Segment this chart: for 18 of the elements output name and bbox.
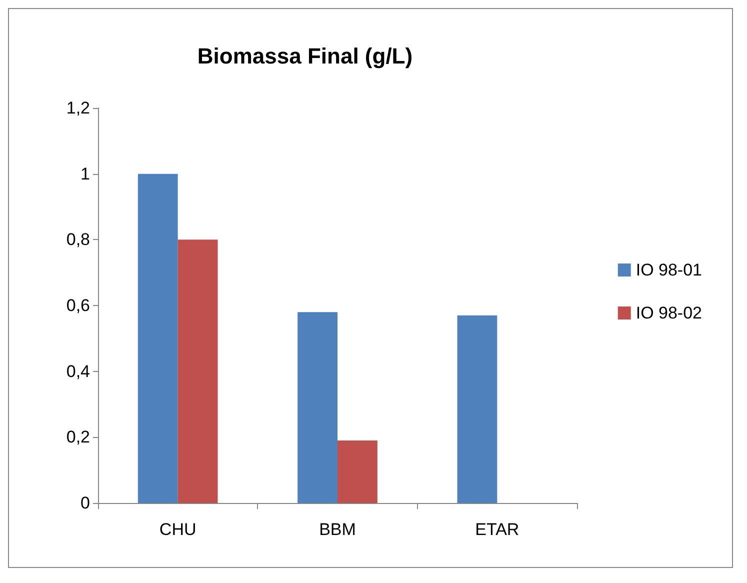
bar <box>457 315 498 503</box>
y-tick-label: 0,6 <box>66 296 90 315</box>
chart-title: Biomassa Final (g/L) <box>197 44 413 68</box>
legend-label: IO 98-01 <box>636 260 702 280</box>
bar <box>178 240 218 503</box>
y-tick-label: 0,8 <box>66 230 90 250</box>
y-tick-label: 1,2 <box>66 98 90 118</box>
y-tick-label: 0 <box>80 494 90 512</box>
y-tick-label: 0,4 <box>66 362 90 381</box>
x-tick-label: CHU <box>159 520 196 539</box>
bar <box>298 312 338 503</box>
y-tick-label: 0,2 <box>66 428 90 447</box>
x-tick-label: BBM <box>319 520 356 539</box>
x-tick-label: ETAR <box>475 520 520 539</box>
legend-label: IO 98-02 <box>636 304 702 322</box>
bar <box>338 440 378 503</box>
bar <box>138 174 178 503</box>
y-tick-label: 1 <box>80 164 90 184</box>
